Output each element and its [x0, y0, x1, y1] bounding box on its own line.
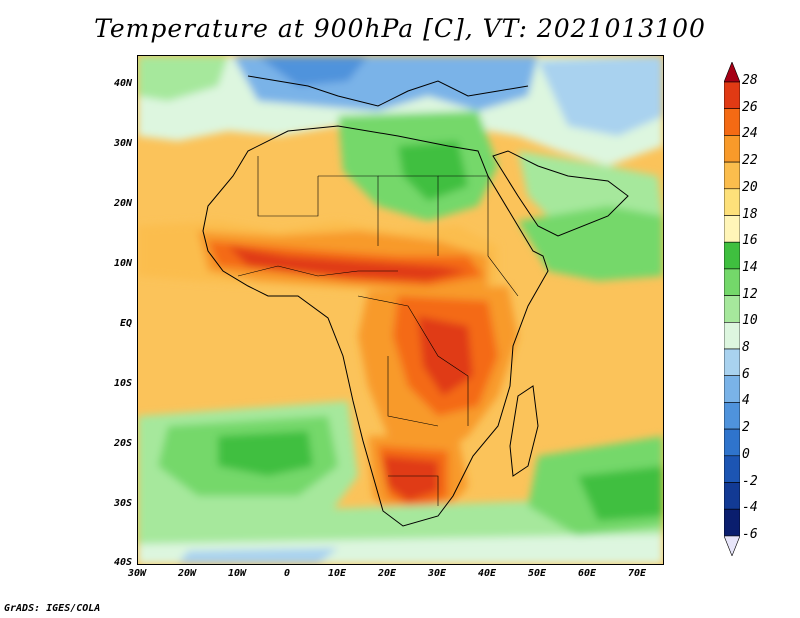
lat-label-30s: 30S [113, 498, 132, 509]
lon-label-10e: 10E [327, 568, 347, 579]
colorbar-label: 22 [742, 153, 758, 169]
colorbar-label: 8 [742, 340, 750, 355]
colorbar-segment [724, 535, 740, 556]
colorbar [724, 62, 740, 556]
lon-label-30w: 30W [127, 568, 147, 579]
lon-label-0: 0 [283, 568, 291, 579]
colorbar-label: -4 [742, 500, 758, 516]
lat-label-40n: 40N [113, 78, 132, 89]
colorbar-label: 14 [742, 259, 758, 275]
colorbar-segment [724, 268, 740, 296]
colorbar-label: 10 [742, 313, 758, 329]
colorbar-label: 12 [742, 286, 758, 302]
coastline [202, 75, 629, 527]
map-title: Temperature at 900hPa [C], VT: 202101310… [94, 14, 706, 43]
colorbar-segment [724, 241, 740, 270]
colorbar-segment [724, 215, 740, 243]
colorbar-label: 2 [742, 420, 750, 436]
lon-label-40e: 40E [477, 568, 497, 579]
lon-label-60e: 60E [577, 568, 597, 579]
colorbar-label: 6 [742, 366, 750, 382]
country-borders [237, 156, 519, 506]
temperature-field [138, 56, 663, 564]
lat-label-40s: 40S [113, 557, 132, 568]
colorbar-label: -6 [742, 526, 758, 542]
colorbar-segment [724, 455, 740, 483]
lon-label-10w: 10W [227, 568, 247, 579]
lon-label-20e: 20E [377, 568, 397, 579]
temperature-map [137, 55, 664, 565]
colorbar-label: 16 [742, 233, 758, 249]
lon-label-70e: 70E [627, 568, 647, 579]
lon-label-30e: 30E [427, 568, 447, 579]
colorbar-label: 28 [742, 73, 758, 88]
lon-label-20w: 20W [177, 568, 197, 579]
colorbar-label: 4 [742, 393, 750, 409]
colorbar-segment [724, 188, 740, 216]
colorbar-label: 26 [742, 99, 758, 115]
colorbar-segment [724, 81, 740, 110]
colorbar-label: 20 [742, 179, 758, 195]
lat-label-10s: 10S [113, 378, 132, 389]
colorbar-segment [724, 108, 740, 136]
colorbar-segment [724, 402, 740, 430]
colorbar-segment [724, 508, 740, 537]
colorbar-label: 24 [742, 126, 758, 142]
colorbar-label: 18 [742, 206, 758, 222]
lat-label-20s: 20S [113, 438, 132, 449]
colorbar-segment [724, 482, 740, 510]
colorbar-segment [724, 428, 740, 457]
colorbar-segment [724, 375, 740, 403]
lon-label-50e: 50E [527, 568, 547, 579]
colorbar-segment [724, 321, 740, 350]
colorbar-segment [724, 348, 740, 377]
lat-label-20n: 20N [113, 198, 132, 209]
lat-label-10n: 10N [113, 258, 132, 269]
lat-label-30n: 30N [113, 138, 132, 149]
colorbar-segment [724, 295, 740, 323]
colorbar-segment [724, 62, 740, 83]
credit-text: GrADS: IGES/COLA [4, 603, 101, 614]
colorbar-label: -2 [742, 473, 758, 489]
lat-label-eq: EQ [119, 318, 132, 329]
colorbar-label: 0 [742, 446, 750, 462]
colorbar-segment [724, 161, 740, 190]
colorbar-segment [724, 135, 740, 163]
